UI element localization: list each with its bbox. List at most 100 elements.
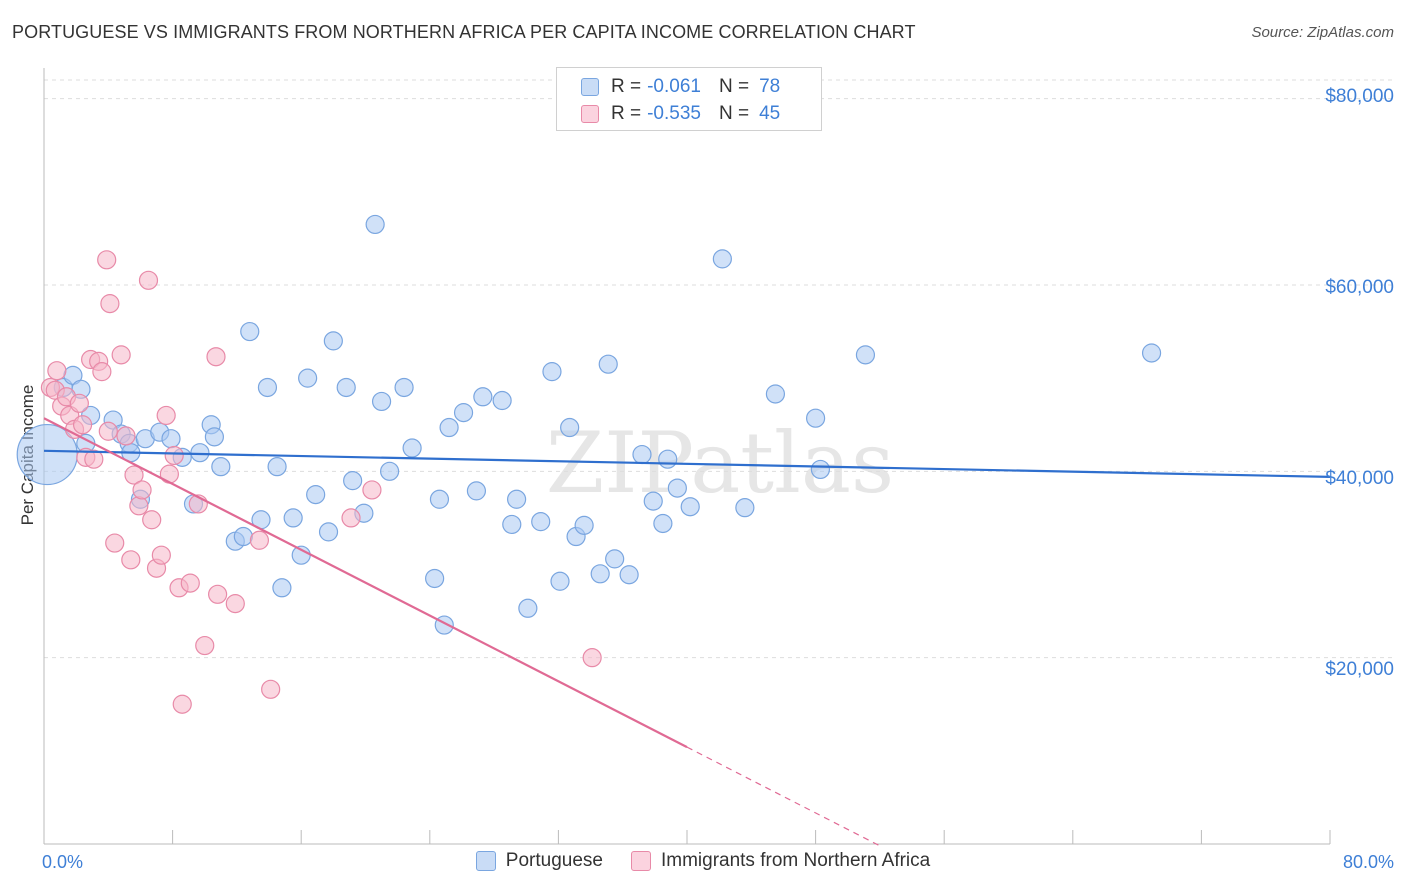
portuguese-point — [211, 457, 231, 477]
immigrant-point — [156, 405, 176, 426]
legend-swatch-pink — [581, 105, 599, 123]
portuguese-point — [240, 321, 260, 342]
immigrant-point — [261, 679, 281, 699]
immigrant-point — [159, 464, 179, 484]
immigrant-point — [151, 545, 171, 565]
portuguese-point — [502, 514, 522, 535]
portuguese-point — [658, 449, 678, 469]
immigrant-point — [100, 294, 120, 314]
portuguese-point — [680, 497, 700, 517]
portuguese-point — [653, 513, 673, 534]
immigrant-trend-line — [43, 417, 688, 749]
legend-r-value: -0.061 — [647, 76, 701, 97]
portuguese-point — [439, 417, 459, 438]
immigrant-point — [225, 594, 245, 614]
immigrant-point — [195, 635, 215, 656]
portuguese-point — [560, 417, 580, 438]
legend-r-label: R = — [611, 103, 642, 124]
portuguese-point — [712, 249, 732, 269]
portuguese-point — [735, 498, 755, 518]
portuguese-point — [267, 457, 287, 477]
series-legend: Portuguese Immigrants from Northern Afri… — [0, 850, 1406, 872]
legend-n-value: 78 — [759, 76, 781, 97]
y-tick-60000: $60,000 — [1325, 277, 1394, 298]
portuguese-point — [233, 526, 253, 547]
correlation-legend: R = -0.061 N = 78 R = -0.535 N = 45 — [556, 67, 822, 131]
x-tick-max: 80.0% — [1342, 852, 1394, 872]
portuguese-point — [402, 438, 422, 458]
immigrant-point — [172, 694, 192, 714]
portuguese-point — [343, 471, 363, 491]
immigrant-point — [129, 496, 149, 516]
portuguese-point — [161, 429, 181, 449]
y-tick-20000: $20,000 — [1325, 659, 1394, 680]
legend-n-value: 45 — [759, 103, 781, 124]
legend-n-label: N = — [718, 76, 750, 97]
portuguese-point — [855, 345, 876, 365]
portuguese-point — [810, 459, 831, 480]
series-legend-portuguese: Portuguese — [475, 850, 603, 872]
portuguese-point — [306, 485, 326, 505]
immigrant-point — [47, 361, 67, 381]
portuguese-point — [605, 549, 625, 569]
portuguese-point — [550, 571, 570, 591]
chart-title: PORTUGUESE VS IMMIGRANTS FROM NORTHERN A… — [12, 22, 916, 42]
portuguese-point — [1141, 343, 1162, 363]
portuguese-point — [518, 598, 538, 618]
immigrant-point — [142, 510, 162, 530]
portuguese-point — [492, 390, 512, 411]
x-tick-min: 0.0% — [42, 852, 84, 872]
immigrant-point — [132, 480, 152, 500]
portuguese-point — [272, 578, 292, 598]
portuguese-point — [507, 489, 527, 509]
portuguese-point — [574, 515, 594, 535]
immigrant-point — [164, 445, 184, 466]
portuguese-point — [365, 214, 385, 235]
immigrant-point — [362, 480, 382, 500]
portuguese-point — [394, 377, 414, 398]
immigrant-point — [138, 270, 159, 290]
portuguese-point — [590, 564, 610, 584]
legend-r-label: R = — [611, 76, 642, 97]
portuguese-point — [805, 408, 826, 428]
immigrant-point — [111, 345, 131, 365]
portuguese-point — [323, 331, 343, 351]
portuguese-point — [257, 377, 278, 398]
immigrant-point — [249, 530, 270, 550]
immigrant-point — [97, 250, 117, 270]
legend-n-label: N = — [718, 103, 750, 124]
portuguese-point — [190, 443, 210, 463]
portuguese-point — [619, 565, 639, 585]
immigrant-point — [208, 584, 228, 604]
y-tick-80000: $80,000 — [1325, 86, 1394, 107]
portuguese-point — [380, 461, 400, 481]
portuguese-point — [598, 354, 618, 374]
legend-r-value: -0.535 — [647, 103, 701, 124]
portuguese-point — [765, 384, 786, 404]
immigrant-point — [180, 573, 200, 593]
portuguese-point — [643, 491, 663, 511]
portuguese-point — [473, 387, 493, 407]
portuguese-point — [425, 568, 445, 589]
legend-swatch-blue — [581, 78, 599, 96]
immigrant-point — [84, 449, 104, 469]
portuguese-point — [371, 391, 392, 412]
immigrant-point — [116, 426, 136, 446]
portuguese-point — [466, 481, 487, 501]
series-swatch-blue — [475, 851, 496, 871]
immigrant-point — [105, 533, 125, 553]
portuguese-point — [318, 522, 339, 542]
immigrant-point — [582, 648, 602, 668]
portuguese-point — [531, 512, 551, 532]
portuguese-trend-line — [43, 449, 1331, 479]
portuguese-point — [542, 362, 562, 382]
series-name-portuguese: Portuguese — [505, 850, 603, 871]
portuguese-point — [298, 368, 318, 388]
y-tick-40000: $40,000 — [1325, 468, 1394, 489]
immigrant-point — [98, 421, 118, 441]
portuguese-point — [204, 427, 224, 447]
immigrant-point — [72, 415, 93, 435]
source-label: Source: ZipAtlas.com — [1251, 24, 1394, 41]
portuguese-point — [453, 403, 474, 423]
